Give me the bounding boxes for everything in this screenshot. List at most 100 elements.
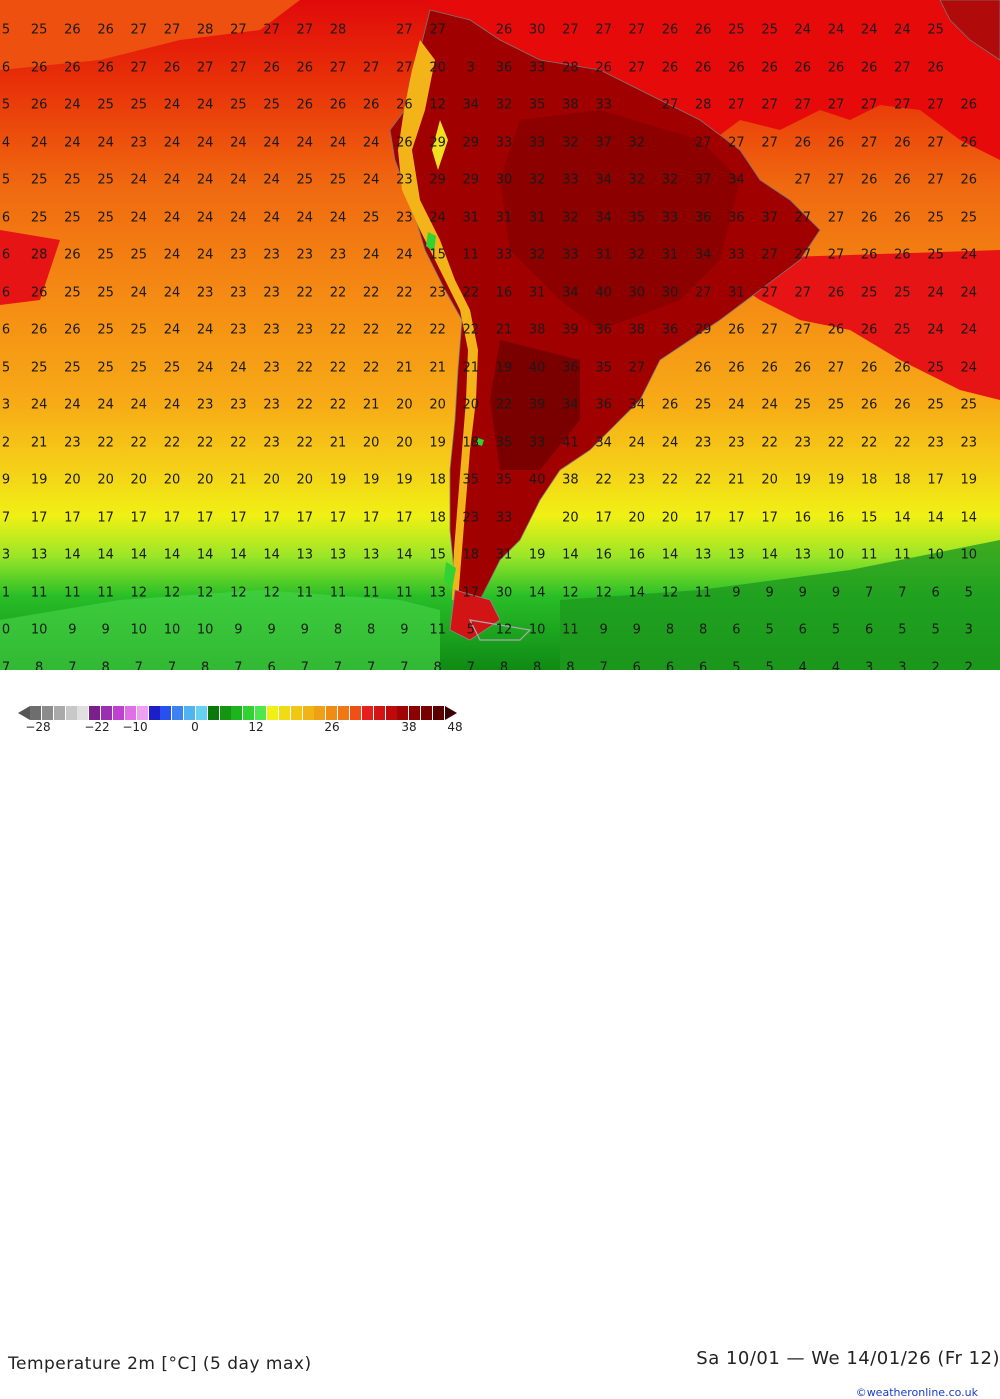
grid-value: 22: [362, 322, 380, 338]
grid-value: 5: [964, 585, 973, 600]
grid-value: 0: [1, 622, 11, 638]
grid-value: 35: [528, 97, 546, 113]
grid-value: 34: [694, 247, 712, 263]
grid-value: 6: [1, 247, 11, 263]
grid-value: 27: [827, 247, 845, 263]
grid-value: 22: [495, 397, 513, 413]
grid-value: 24: [263, 210, 280, 225]
grid-value: 14: [761, 547, 778, 563]
grid-value: 36: [728, 210, 745, 225]
grid-value: 28: [694, 97, 712, 113]
grid-value: 27: [562, 22, 579, 38]
grid-value: 27: [263, 22, 280, 38]
grid-value: 28: [562, 60, 579, 75]
color-swatch: [432, 706, 444, 720]
grid-value: 19: [495, 360, 513, 375]
grid-value: 25: [30, 210, 48, 225]
grid-value: 25: [163, 360, 181, 375]
grid-value: 29: [429, 135, 446, 150]
grid-value: 19: [30, 472, 48, 488]
grid-value: 34: [462, 97, 480, 113]
grid-value: 8: [367, 622, 376, 638]
grid-value: 24: [296, 135, 314, 150]
grid-value: 19: [429, 435, 446, 450]
grid-value: 38: [562, 97, 579, 113]
grid-value: 25: [64, 360, 81, 375]
color-swatch: [77, 706, 89, 720]
southern-atlantic-green-band: [560, 540, 1000, 670]
grid-value: 8: [665, 622, 675, 638]
andes-cool-strip: [398, 40, 478, 600]
grid-value: 24: [429, 210, 446, 225]
grid-value: 20: [64, 472, 81, 488]
grid-value: 24: [163, 322, 181, 338]
grid-value: 40: [528, 472, 546, 488]
grid-value: 22: [462, 322, 480, 338]
grid-value: 22: [396, 285, 413, 300]
grid-value: 27: [827, 97, 845, 113]
grid-value: 26: [296, 97, 314, 113]
color-swatch: [53, 706, 65, 720]
grid-value: 9: [732, 585, 741, 600]
grid-value: 23: [263, 322, 280, 338]
grid-value: 36: [661, 322, 679, 338]
grid-value: 24: [794, 22, 812, 38]
grid-value: 37: [761, 210, 778, 225]
grid-value: 8: [333, 622, 343, 638]
grid-value: 24: [64, 97, 81, 113]
grid-value: 27: [927, 172, 944, 188]
grid-value: 24: [230, 360, 247, 375]
grid-value: 36: [562, 360, 579, 375]
grid-value: 26: [860, 172, 878, 188]
grid-value: 27: [230, 22, 247, 38]
grid-value: 13: [362, 547, 380, 563]
grid-value: 26: [97, 22, 114, 38]
grid-value: 31: [728, 285, 745, 300]
grid-value: 23: [230, 247, 247, 263]
grid-value: 34: [595, 172, 612, 188]
grid-value: 14: [163, 547, 181, 563]
scale-tick-label: −22: [84, 720, 110, 734]
grid-value: 26: [894, 210, 911, 225]
scale-left-arrow: [18, 706, 30, 720]
grid-value: 8: [201, 660, 210, 670]
credit-link[interactable]: ©weatheronline.co.uk: [855, 1386, 978, 1399]
grid-value: 27: [163, 22, 181, 38]
grid-value: 24: [661, 435, 679, 450]
color-swatch: [89, 706, 101, 720]
grid-value: 5: [1, 360, 11, 375]
grid-value: 28: [329, 22, 347, 38]
grid-value: 20: [130, 472, 148, 488]
grid-value: 23: [296, 322, 314, 338]
grid-value: 24: [64, 397, 81, 413]
grid-value: 25: [927, 397, 944, 413]
grid-value: 24: [230, 210, 247, 225]
grid-value: 17: [595, 510, 612, 525]
grid-value: 5: [1, 22, 11, 38]
grid-value: 34: [562, 397, 579, 413]
grid-value: 34: [595, 435, 612, 450]
color-swatch: [243, 706, 255, 720]
grid-value: 7: [134, 660, 143, 670]
grid-value: 17: [296, 510, 314, 525]
grid-value: 26: [661, 397, 679, 413]
grid-value: 26: [728, 60, 745, 75]
grid-value: 3: [898, 660, 907, 670]
pacific-north-band: [0, 0, 300, 70]
grid-value: 34: [728, 172, 745, 188]
grid-value: 22: [761, 435, 778, 450]
color-swatch: [112, 706, 124, 720]
grid-value: 22: [329, 397, 347, 413]
grid-value: 20: [628, 510, 646, 525]
grid-value: 24: [196, 360, 214, 375]
grid-value: 26: [860, 322, 878, 338]
grid-value: 21: [429, 360, 446, 375]
grid-value: 6: [1, 285, 11, 300]
grid-value: 17: [329, 510, 347, 525]
grid-value: 17: [728, 510, 745, 525]
scale-tick-label: −10: [122, 720, 148, 734]
grid-value: 26: [794, 135, 812, 150]
grid-value: 25: [894, 322, 911, 338]
grid-value: 25: [927, 210, 944, 225]
grid-value: 26: [30, 322, 48, 338]
